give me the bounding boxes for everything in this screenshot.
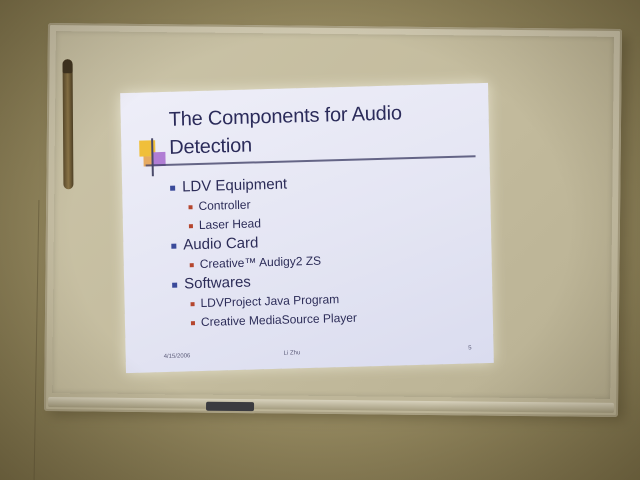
footer-date: 4/15/2006 — [163, 353, 191, 361]
marker-cap — [62, 59, 73, 74]
eraser — [205, 401, 255, 412]
slide-footer: 4/15/2006 Li Zhu 5 — [126, 345, 494, 367]
projected-slide: The Components for Audio Detection LDV E… — [120, 82, 494, 374]
bullet-list: LDV Equipment Controller Laser Head Audi… — [168, 169, 471, 332]
footer-author: Li Zhu — [283, 350, 301, 357]
slide-title: The Components for Audio Detection — [168, 102, 402, 159]
marker-pen — [62, 59, 74, 190]
marker-tray — [48, 397, 615, 413]
slide-logo-icon — [135, 138, 170, 179]
footer-page-number: 5 — [468, 345, 472, 352]
